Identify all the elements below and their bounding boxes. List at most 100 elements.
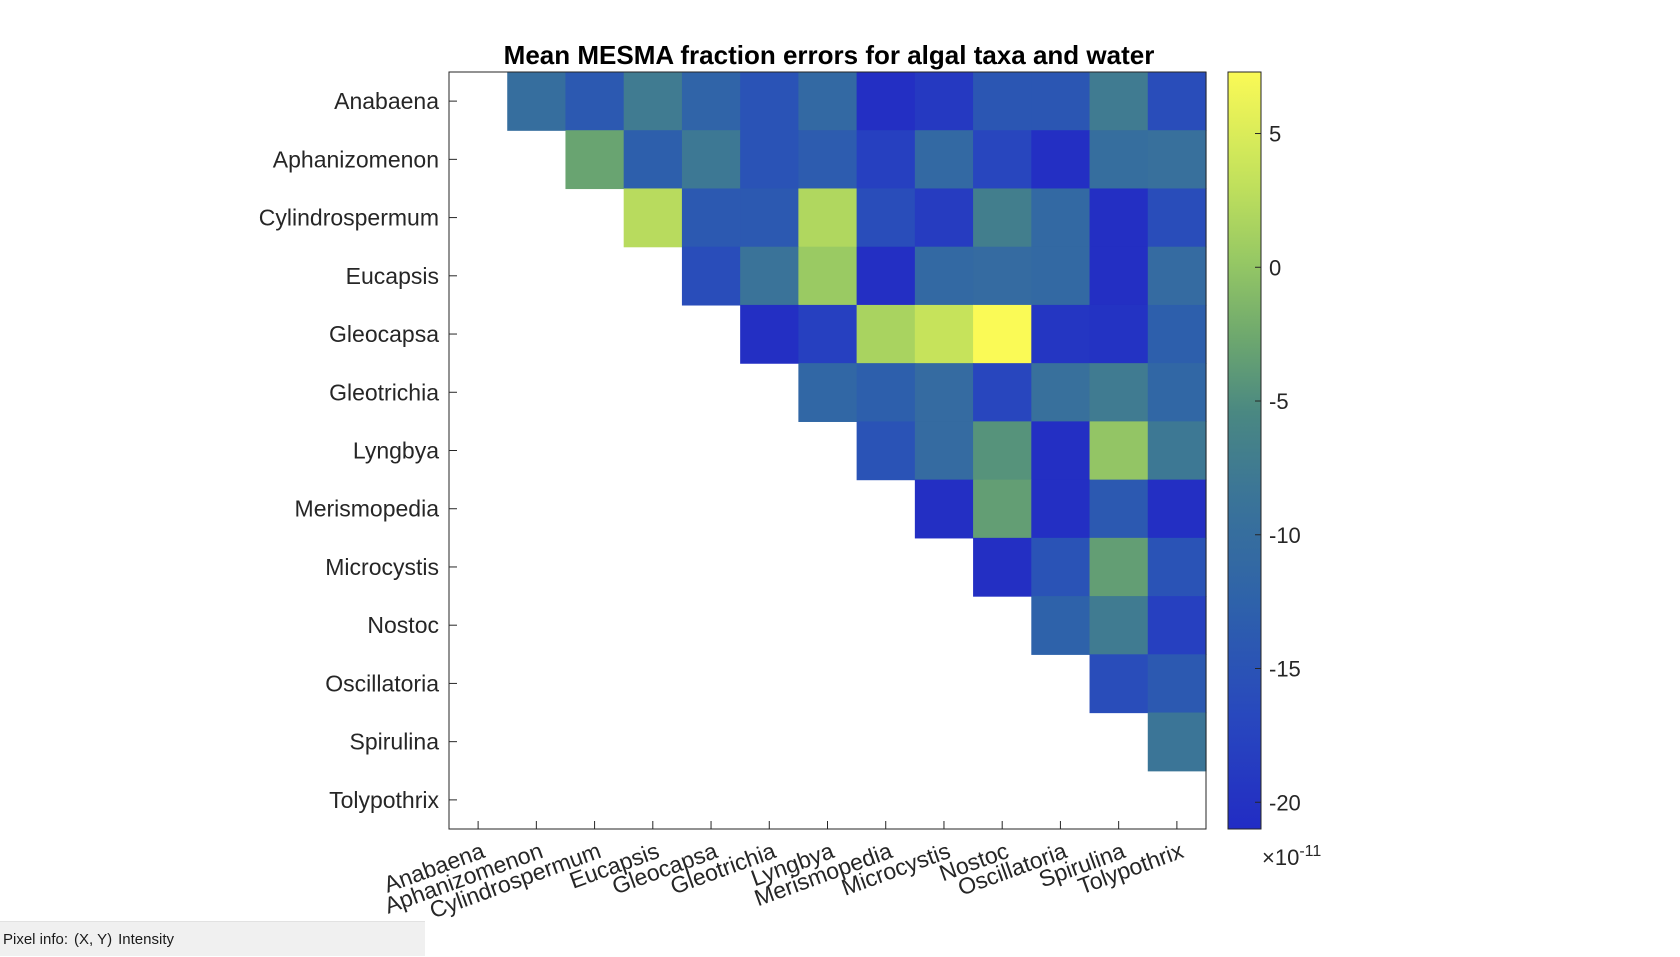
heatmap-cell <box>973 421 1032 481</box>
heatmap-cell <box>914 479 974 539</box>
heatmap-cells <box>507 72 1207 772</box>
colorbar-exponent-base: ×10 <box>1262 845 1299 870</box>
heatmap-cell <box>1147 479 1207 539</box>
heatmap-cell <box>740 188 799 248</box>
y-tick-label: Tolypothrix <box>329 787 439 813</box>
x-axis: AnabaenaAphanizomenonCylindrospermumEuca… <box>380 821 1187 923</box>
y-tick-label: Oscillatoria <box>325 670 439 696</box>
y-tick-label: Eucapsis <box>346 263 439 289</box>
heatmap-cell <box>1147 188 1207 248</box>
heatmap-cell <box>1031 304 1091 364</box>
colorbar-tick-label: -15 <box>1269 657 1301 682</box>
heatmap-cell <box>798 130 858 190</box>
heatmap-cell <box>1031 596 1091 655</box>
heatmap-cell <box>565 72 625 131</box>
colorbar-tick-label: -10 <box>1269 523 1301 548</box>
heatmap-cell <box>1031 130 1091 190</box>
heatmap-cell <box>1147 712 1207 772</box>
heatmap-cell <box>1089 72 1149 131</box>
heatmap-cell <box>681 246 741 306</box>
chart-title: Mean MESMA fraction errors for algal tax… <box>504 40 1155 70</box>
heatmap-cell <box>681 72 741 131</box>
heatmap-cell <box>973 479 1032 539</box>
heatmap-cell <box>1089 246 1149 306</box>
x-tick-label: Microcystis <box>838 837 954 900</box>
heatmap-cell <box>740 72 799 131</box>
heatmap-cell <box>914 363 974 422</box>
heatmap-cell <box>1089 596 1149 655</box>
colorbar-tick-label: 5 <box>1269 122 1281 147</box>
heatmap-cell <box>623 188 683 248</box>
heatmap-cell <box>856 188 916 248</box>
heatmap-cell <box>1147 304 1207 364</box>
heatmap-cell <box>914 130 974 190</box>
heatmap-cell <box>623 130 683 190</box>
colorbar-exponent-power: -11 <box>1299 843 1321 860</box>
heatmap-cell <box>1089 363 1149 422</box>
y-tick-label: Cylindrospermum <box>259 205 439 231</box>
heatmap-cell <box>798 304 858 364</box>
heatmap-cell <box>798 363 858 422</box>
y-tick-label: Gleotrichia <box>329 379 439 405</box>
heatmap-cell <box>1147 654 1207 714</box>
heatmap-cell <box>1147 421 1207 481</box>
heatmap-cell <box>856 130 916 190</box>
y-tick-label: Merismopedia <box>295 496 440 522</box>
heatmap-cell <box>973 363 1032 422</box>
heatmap-cell <box>1147 596 1207 655</box>
heatmap-cell <box>973 304 1032 364</box>
heatmap-cell <box>973 188 1032 248</box>
heatmap-cell <box>507 72 567 131</box>
pixel-info-coords: (X, Y) <box>74 931 113 948</box>
heatmap-cell <box>681 130 741 190</box>
heatmap-cell <box>1089 479 1149 539</box>
heatmap-cell <box>1089 188 1149 248</box>
heatmap-cell <box>1031 72 1091 131</box>
heatmap-cell <box>623 72 683 131</box>
heatmap-cell <box>1031 537 1091 597</box>
heatmap-cell <box>856 304 916 364</box>
y-tick-label: Nostoc <box>367 612 439 638</box>
heatmap-cell <box>1147 246 1207 306</box>
y-tick-label: Microcystis <box>325 554 439 580</box>
pixel-info-value: Intensity <box>118 931 174 948</box>
heatmap-cell <box>1031 188 1091 248</box>
heatmap-cell <box>856 421 916 481</box>
heatmap-cell <box>1147 72 1207 131</box>
heatmap-cell <box>1147 130 1207 190</box>
heatmap-cell <box>973 130 1032 190</box>
heatmap-cell <box>740 246 799 306</box>
x-tick-label: Tolypothrix <box>1074 837 1187 899</box>
y-tick-label: Lyngbya <box>353 438 439 464</box>
heatmap-cell <box>1147 363 1207 422</box>
heatmap-cell <box>1031 246 1091 306</box>
heatmap-cell <box>856 72 916 131</box>
heatmap-cell <box>1147 537 1207 597</box>
heatmap-cell <box>740 304 799 364</box>
heatmap-cell <box>973 537 1032 597</box>
pixel-info-label: Pixel info: <box>3 931 69 948</box>
pixel-info-bar: Pixel info: (X, Y) Intensity <box>0 921 425 956</box>
heatmap-cell <box>914 188 974 248</box>
heatmap-cell <box>1031 479 1091 539</box>
colorbar <box>1227 71 1262 830</box>
heatmap-cell <box>856 363 916 422</box>
heatmap-cell <box>798 72 858 131</box>
heatmap-cell <box>1089 130 1149 190</box>
heatmap-cell <box>565 130 625 190</box>
heatmap-cell <box>1089 304 1149 364</box>
heatmap-cell <box>798 246 858 306</box>
y-tick-label: Spirulina <box>350 729 440 755</box>
colorbar-tick-label: -5 <box>1269 389 1289 414</box>
heatmap-cell <box>1089 421 1149 481</box>
colorbar-tick-label: -20 <box>1269 790 1301 815</box>
heatmap-cell <box>798 188 858 248</box>
heatmap-cell <box>914 246 974 306</box>
heatmap-cell <box>1031 363 1091 422</box>
heatmap-cell <box>681 188 741 248</box>
heatmap-cell <box>1089 537 1149 597</box>
heatmap-cell <box>914 72 974 131</box>
colorbar-ticks: 5 0 -5 -10 -15 -20 <box>1255 122 1301 815</box>
heatmap-cell <box>914 304 974 364</box>
heatmap-cell <box>1089 654 1149 714</box>
